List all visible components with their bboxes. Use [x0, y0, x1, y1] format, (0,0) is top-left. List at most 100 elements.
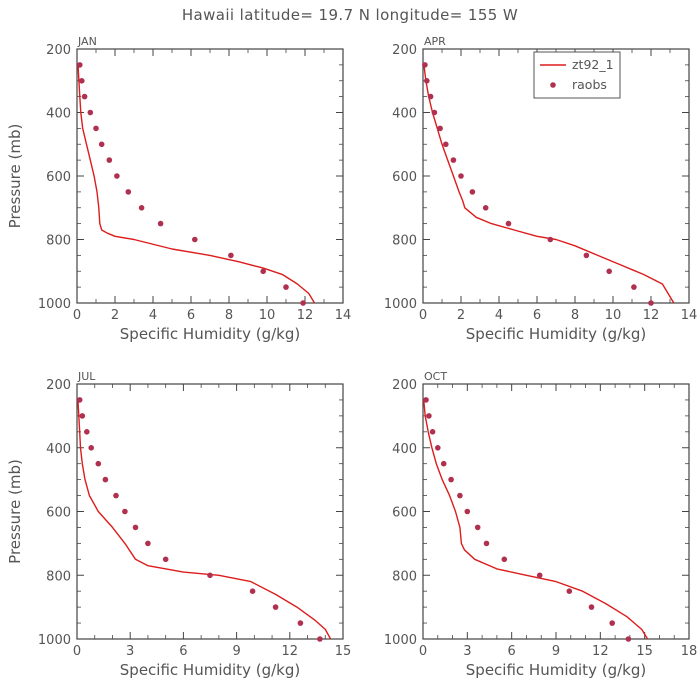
x-tick-label: 6	[533, 308, 541, 323]
y-tick-label: 400	[392, 442, 417, 457]
raobs-point	[609, 620, 615, 626]
x-tick-label: 2	[457, 308, 465, 323]
raobs-point	[297, 620, 304, 626]
x-axis-label: Specific Humidity (g/kg)	[466, 661, 646, 679]
raobs-point	[450, 157, 457, 163]
raobs-point	[114, 173, 120, 179]
x-tick-label: 15	[335, 644, 352, 659]
panel-title: OCT	[424, 370, 447, 383]
y-tick-label: 800	[392, 234, 417, 249]
raobs-point	[93, 125, 99, 132]
panel-jan: 0 2 4 6 8 10 12 14 200 400 600 800 1000 JAN Specific H…	[6, 35, 351, 343]
raobs-point	[157, 220, 164, 227]
raobs-point	[79, 78, 85, 84]
series-line-zt92-1	[423, 399, 649, 640]
x-axis-label: Specific Humidity (g/kg)	[466, 325, 646, 343]
raobs-point	[457, 492, 463, 499]
x-tick-label: 9	[552, 644, 560, 659]
y-tick-label: 600	[392, 506, 417, 521]
raobs-point	[77, 62, 83, 68]
x-tick-label: 10	[259, 308, 276, 323]
raobs-point	[464, 508, 471, 515]
raobs-point	[125, 189, 132, 195]
x-tick-label: 6	[179, 644, 187, 659]
x-tick-label: 0	[419, 644, 427, 659]
raobs-point	[106, 157, 113, 163]
raobs-point	[423, 397, 429, 403]
raobs-point	[566, 588, 573, 594]
y-tick-label: 600	[46, 170, 71, 185]
x-axis-label: Specific Humidity (g/kg)	[120, 325, 300, 343]
raobs-point	[437, 125, 443, 132]
x-tick-label: 14	[681, 308, 698, 323]
raobs-point	[424, 78, 430, 84]
raobs-point	[87, 109, 94, 116]
plot-frame	[422, 383, 690, 640]
y-tick-label: 1000	[384, 297, 417, 312]
raobs-point	[625, 636, 632, 642]
y-axis-label: Pressure (mb)	[6, 459, 24, 564]
y-tick-label: 400	[46, 107, 71, 122]
x-tick-label: 14	[335, 308, 352, 323]
panel-title: JUL	[77, 370, 96, 383]
x-tick-label: 8	[571, 308, 579, 323]
x-tick-label: 3	[126, 644, 134, 659]
series-line-zt92-1	[77, 399, 332, 640]
x-tick-label: 0	[419, 308, 427, 323]
y-tick-label: 800	[46, 569, 71, 584]
raobs-point	[426, 413, 432, 419]
raobs-point	[482, 205, 489, 211]
panel-title: JAN	[77, 35, 97, 48]
raobs-point	[249, 588, 256, 594]
raobs-point	[536, 572, 543, 579]
x-tick-label: 4	[495, 308, 503, 323]
raobs-point	[588, 604, 595, 610]
raobs-point	[505, 220, 512, 227]
legend-dot-swatch	[550, 82, 556, 88]
raobs-point	[606, 268, 612, 275]
raobs-point	[547, 236, 554, 243]
x-tick-label: 2	[111, 308, 119, 323]
x-tick-label: 12	[592, 644, 609, 659]
panel-jul: 0 3 6 9 12 15 200 400 600 800 1000 JUL Specific Humi…	[6, 370, 351, 679]
raobs-point	[440, 460, 447, 467]
x-tick-label: 12	[282, 644, 299, 659]
raobs-point	[272, 604, 279, 610]
y-tick-label: 800	[392, 569, 417, 584]
raobs-point	[228, 252, 234, 259]
raobs-point	[431, 109, 438, 116]
figure-title: Hawaii latitude= 19.7 N longitude= 155 W	[182, 6, 518, 24]
x-axis-label: Specific Humidity (g/kg)	[120, 661, 300, 679]
raobs-point	[95, 460, 102, 467]
raobs-point	[81, 93, 88, 100]
raobs-point	[113, 492, 119, 499]
x-tick-label: 12	[297, 308, 314, 323]
y-tick-label: 200	[392, 43, 417, 58]
panel-apr: 0 2 4 6 8 10 12 14 200 400 600 800 1000 APR Specific H…	[384, 35, 697, 343]
x-tick-label: 0	[73, 644, 81, 659]
y-axis-label: Pressure (mb)	[6, 124, 24, 229]
legend-label-model: zt92_1	[572, 57, 614, 72]
x-tick-label: 8	[225, 308, 233, 323]
x-tick-label: 12	[643, 308, 660, 323]
x-tick-label: 0	[73, 308, 81, 323]
x-tick-label: 6	[187, 308, 195, 323]
raobs-point	[300, 300, 306, 306]
raobs-point	[132, 524, 139, 531]
raobs-point	[501, 556, 508, 563]
raobs-point	[469, 189, 476, 195]
raobs-point	[98, 141, 105, 148]
plot-frame	[76, 383, 344, 640]
raobs-point	[76, 397, 83, 403]
y-tick-label: 1000	[384, 633, 417, 648]
raobs-point	[448, 476, 454, 483]
y-tick-label: 200	[392, 378, 417, 393]
raobs-point	[102, 476, 109, 483]
raobs-point	[458, 173, 464, 179]
x-tick-label: 15	[636, 644, 653, 659]
raobs-point	[422, 62, 428, 68]
raobs-point	[583, 252, 590, 259]
